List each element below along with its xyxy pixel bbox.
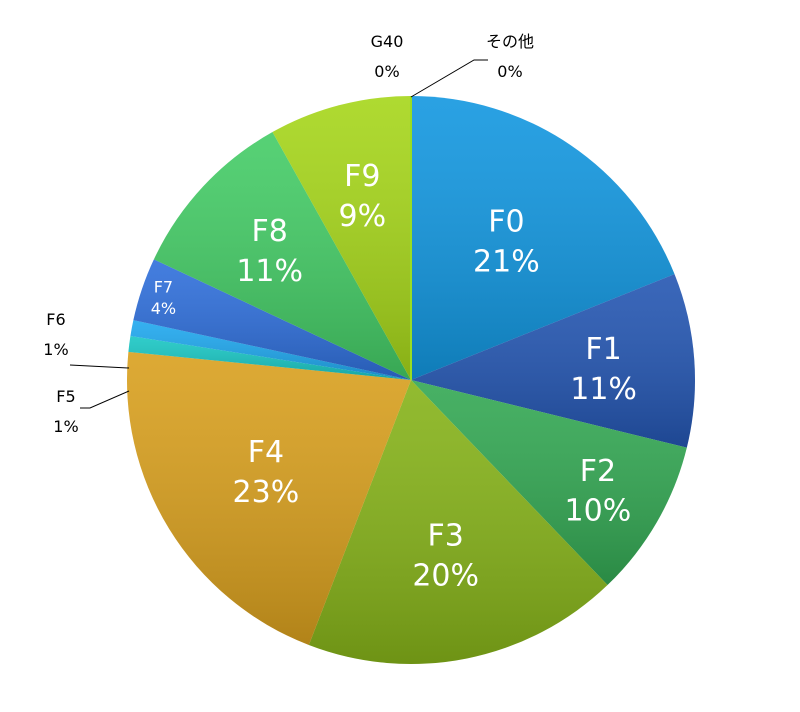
slice-name-f9: F9 xyxy=(344,159,380,194)
leader-line-f5 xyxy=(80,390,130,409)
leader-line-f6 xyxy=(69,364,130,369)
slice-name-f7: F7 xyxy=(154,278,173,297)
slice-name-f3: F3 xyxy=(428,519,464,554)
slice-name-f0: F0 xyxy=(488,205,524,240)
pie-slice-shade xyxy=(411,380,687,586)
slice-percent-f7: 4% xyxy=(151,299,176,318)
slice-percent-f1: 11% xyxy=(570,372,637,407)
pie-slice-shade xyxy=(153,132,411,380)
slice-name-その他: その他 xyxy=(486,32,534,51)
slice-name-f6: F6 xyxy=(46,310,65,329)
slice-percent-f5: 1% xyxy=(53,417,78,436)
pie-slice-shade xyxy=(128,335,411,380)
slice-percent-f8: 11% xyxy=(236,254,303,289)
slice-name-f4: F4 xyxy=(248,435,284,470)
pie-slice-shade xyxy=(308,380,608,664)
pie-slice-shade xyxy=(272,96,411,380)
slice-percent-f4: 23% xyxy=(233,475,300,510)
slice-percent-f9: 9% xyxy=(339,199,387,234)
pie-slice-shade xyxy=(411,274,695,448)
leader-line-その他 xyxy=(410,59,488,98)
slice-name-f5: F5 xyxy=(56,387,75,406)
slice-percent-その他: 0% xyxy=(497,62,522,81)
slice-percent-f3: 20% xyxy=(412,558,479,593)
pie-slice-shade xyxy=(133,259,411,380)
slice-name-f8: F8 xyxy=(252,214,288,249)
slice-name-f2: F2 xyxy=(580,454,616,489)
pie-slice-shade xyxy=(411,96,675,380)
slice-percent-f2: 10% xyxy=(565,494,632,529)
pie-slice-shade xyxy=(130,320,411,380)
slice-percent-f6: 1% xyxy=(43,340,68,359)
slice-percent-g40: 0% xyxy=(374,62,399,81)
slice-name-f1: F1 xyxy=(585,332,621,367)
pie-slice-shade xyxy=(126,351,411,645)
slice-percent-f0: 21% xyxy=(473,245,540,280)
slice-name-g40: G40 xyxy=(371,32,404,51)
